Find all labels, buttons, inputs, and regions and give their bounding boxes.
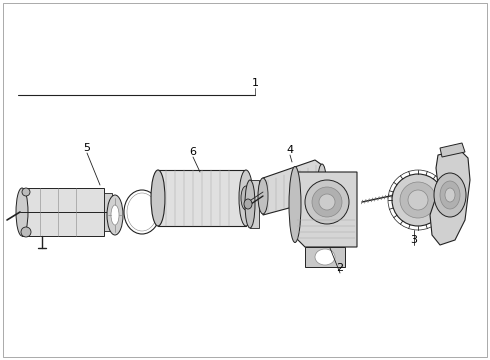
Ellipse shape [445,188,455,202]
Ellipse shape [258,178,268,214]
Ellipse shape [434,173,466,217]
Text: 1: 1 [251,78,259,88]
Ellipse shape [305,180,349,224]
Ellipse shape [245,180,255,228]
Text: 4: 4 [287,145,294,155]
Ellipse shape [239,170,253,226]
Polygon shape [295,172,357,247]
Ellipse shape [392,174,444,226]
Polygon shape [305,247,345,267]
Ellipse shape [400,182,436,218]
Text: 3: 3 [411,235,417,245]
Ellipse shape [124,190,160,234]
Ellipse shape [22,188,30,196]
Ellipse shape [16,188,28,236]
Text: 6: 6 [190,147,196,157]
Text: 5: 5 [83,143,91,153]
Ellipse shape [440,181,460,209]
Ellipse shape [21,227,31,237]
Ellipse shape [241,186,251,210]
Ellipse shape [111,205,119,225]
Ellipse shape [244,199,252,209]
Ellipse shape [127,193,157,231]
Text: 2: 2 [337,263,343,273]
Polygon shape [158,170,246,226]
Ellipse shape [395,188,405,198]
Ellipse shape [318,164,326,196]
Bar [18,95,470,285]
Ellipse shape [107,195,123,235]
Polygon shape [104,193,112,231]
Ellipse shape [408,190,428,210]
Polygon shape [250,180,259,228]
Ellipse shape [315,249,335,265]
Ellipse shape [312,187,342,217]
Ellipse shape [319,194,335,210]
Polygon shape [430,150,470,245]
Ellipse shape [151,170,165,226]
Polygon shape [263,160,322,215]
Polygon shape [440,143,465,157]
Ellipse shape [289,166,301,243]
Polygon shape [22,188,104,236]
